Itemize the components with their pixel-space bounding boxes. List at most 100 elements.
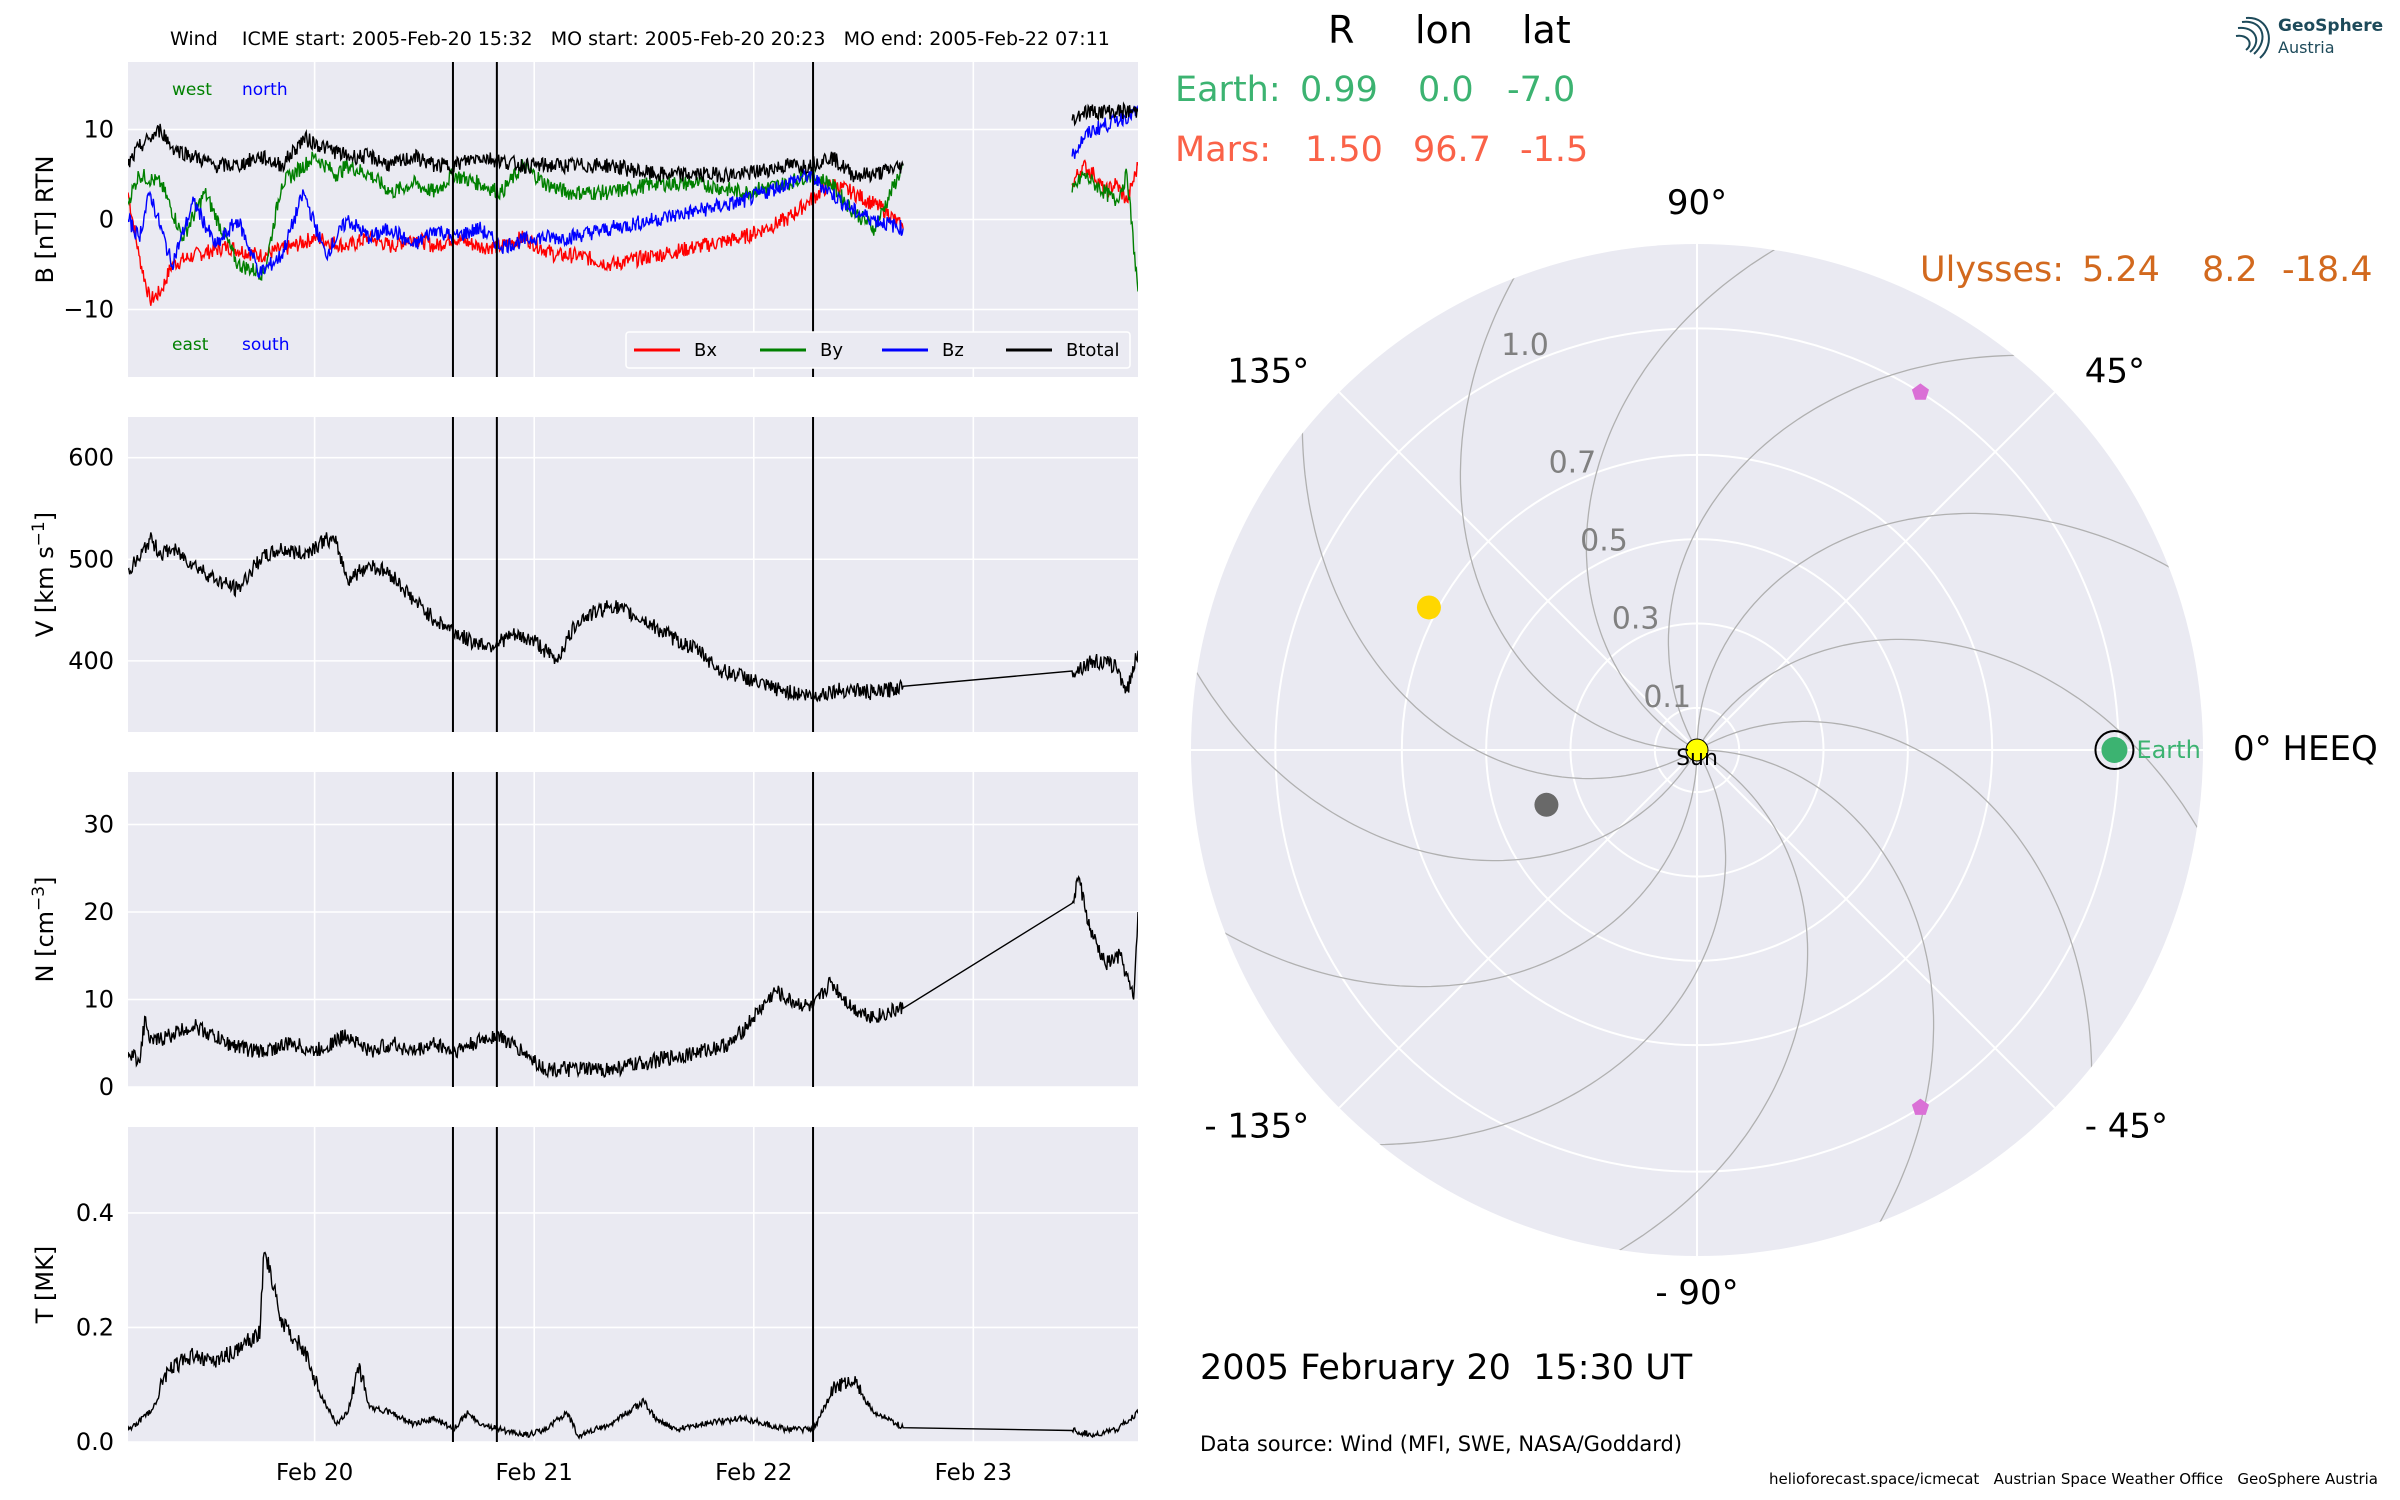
magnetic-field-ytick-label-1: 0 [99,206,114,234]
magnetic-field-ytick-label-2: 10 [83,116,114,144]
temperature-series-T [128,1251,1138,1440]
ulysses-row-R: 5.24 [2082,250,2160,290]
speed-background [128,417,1138,732]
density-panel: 0 10 20 30 N [cm−3] [29,772,1138,1101]
legend-label-By: By [820,340,843,361]
x-tick-label-0: Feb 20 [276,1460,353,1486]
r-tick-label-4: 1.0 [1501,328,1549,363]
parker-spiral-3 [1696,512,2203,751]
footer-date: 2005 February 20 15:30 UT [1200,1348,1693,1388]
angle-label-5: - 135° [1204,1107,1309,1147]
magnetic-field-ylabel: B [nT] RTN [31,156,59,284]
header-R: R [1328,8,1355,52]
mars-row-label: Mars: [1175,130,1272,170]
parker-spiral-10 [1278,749,1727,1146]
earth-row-label: Earth: [1175,70,1281,110]
polar-ring-1 [1569,622,1825,878]
polar-ring-2 [1485,538,1909,962]
density-ytick-label-0: 0 [99,1073,114,1101]
speed-ytick-label-0: 400 [68,647,114,675]
footer-credits: helioforecast.space/icmecat Austrian Spa… [1768,1470,2378,1488]
earth-label: Earth [2136,736,2200,764]
r-tick-label-3: 0.7 [1549,445,1597,480]
density-background [128,772,1138,1087]
magnetic-field-series-Btotal [128,101,1138,184]
ulysses-row: Ulysses: 5.24 8.2 -18.4 [1920,250,2380,295]
legend: Bx By Bz Btotal [625,331,1131,369]
time-series-chart: −10 0 10 B [nT] RTN west north east south Bx By Bz… [29,62,1138,1486]
header-lon: lon [1415,8,1473,52]
angle-label-2: 90° [1667,183,1727,223]
density-series-N [128,874,1138,1079]
speed-ylabel: V [km s−1] [29,512,59,637]
magnetic-field-panel: −10 0 10 B [nT] RTN west north east south Bx By Bz… [31,62,1138,377]
annotation-south: south [242,335,289,355]
polar-ring-3 [1400,453,1994,1047]
parker-spiral-8 [1191,579,1698,862]
earth-row-lon: 0.0 [1418,70,1474,110]
magnetic-field-series-Bz [128,104,1138,279]
legend-label-Bz: Bz [942,340,964,361]
parker-spiral-5 [1585,244,1868,751]
magnetic-field-ytick-label-0: −10 [63,296,114,324]
temperature-background [128,1127,1138,1442]
mars-row-R: 1.50 [1305,130,1383,170]
density-ytick-label-3: 30 [83,811,114,839]
parker-spirals [1191,244,2203,1256]
speed-ytick-label-1: 500 [68,545,114,573]
earth-row-R: 0.99 [1300,70,1378,110]
parker-spiral-4 [1667,354,2116,751]
density-ylabel: N [cm−3] [29,877,59,983]
temperature-ytick-label-0: 0.0 [76,1428,114,1456]
logo-line1: GeoSphere [2278,16,2384,36]
r-tick-label-2: 0.5 [1580,524,1628,559]
temperature-ylabel: T [MK] [31,1246,59,1324]
speed-ytick-label-2: 600 [68,444,114,472]
r-tick-label-1: 0.3 [1612,602,1660,637]
density-ytick-label-2: 20 [83,898,114,926]
sun-label: Sun [1676,746,1718,771]
footer-source: Data source: Wind (MFI, SWE, NASA/Goddar… [1200,1432,1683,1456]
angle-label-3: 135° [1227,351,1309,391]
legend-label-Btotal: Btotal [1066,340,1120,361]
temperature-panel: 0.0 0.2 0.4 T [MK] Feb 20 Feb 21 Feb 22 Feb 23 [31,1127,1138,1486]
temperature-ytick-label-1: 0.2 [76,1313,114,1341]
angle-label-4: +/- 180° [1160,729,1161,769]
earth-marker [2101,737,2128,763]
annotation-north: north [242,80,288,100]
ulysses-row-lat: -18.4 [2282,250,2373,290]
logo: GeoSphere Austria [2232,14,2384,62]
ulysses-row-label: Ulysses: [1920,250,2065,290]
density-ytick-label-1: 10 [83,986,114,1014]
angle-label-0: 0° HEEQ [2233,729,2378,769]
mercury-marker [1534,792,1559,817]
angle-label-6: - 90° [1655,1273,1738,1313]
parker-spiral-1 [1696,720,2093,1169]
parker-spiral-7 [1301,331,1698,780]
sun-marker [1685,738,1709,762]
x-tick-label-1: Feb 21 [496,1460,573,1486]
annotation-east: east [172,335,209,355]
annotation-west: west [172,80,212,100]
angle-label-7: - 45° [2085,1107,2168,1147]
header-lat: lat [1522,8,1571,52]
polar-ring-0 [1653,706,1741,794]
speed-series-V [128,532,1138,703]
temperature-ytick-label-2: 0.4 [76,1199,114,1227]
earth-row: Earth: 0.99 0.0 -7.0 [1175,70,1595,115]
parker-spiral-6 [1459,244,1698,751]
r-tick-label-0: 0.1 [1643,680,1691,715]
geosphere-logo-icon [2235,16,2270,59]
speed-panel: 400 500 600 V [km s−1] [29,417,1138,732]
mars-row: Mars: 1.50 96.7 -1.5 [1175,130,1595,175]
probe-north-marker [1911,383,1929,400]
ulysses-row-lon: 8.2 [2202,250,2258,290]
venus-marker [1416,595,1441,620]
polar-position-chart: 0.1 0.3 0.5 0.7 1.0 0° HEEQ 45° 90° 135° +/- 180°… [1160,183,2378,1313]
plot-title: Wind ICME start: 2005-Feb-20 15:32 MO st… [170,28,1110,50]
parker-spiral-2 [1696,638,2203,921]
earth-row-lat: -7.0 [1507,70,1576,110]
parker-spiral-0 [1696,749,1935,1256]
x-tick-label-2: Feb 22 [715,1460,792,1486]
angle-label-1: 45° [2085,351,2145,391]
